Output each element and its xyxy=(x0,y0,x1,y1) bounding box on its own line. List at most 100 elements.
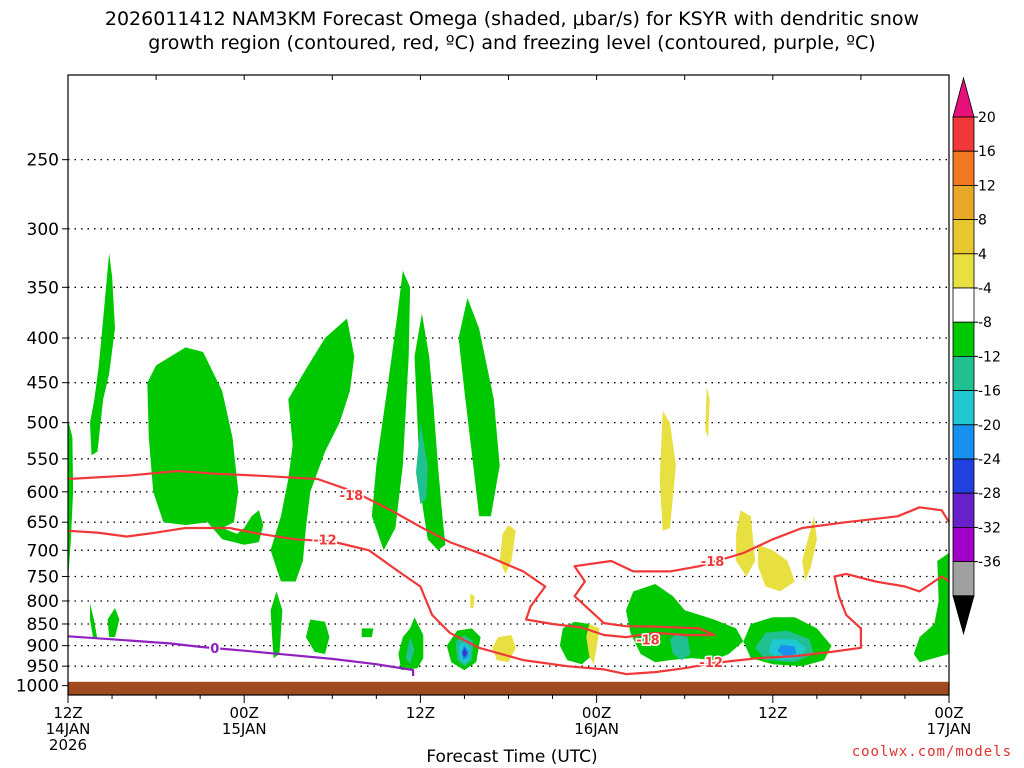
colorbar-bottom-arrow xyxy=(952,595,975,636)
colorbar-swatch-8 xyxy=(952,390,975,426)
omega-region-1 xyxy=(68,418,74,582)
omega-region-20 xyxy=(405,637,415,665)
site-credit: coolwx.com/models xyxy=(851,744,1012,760)
contour-label-1: -12 xyxy=(313,533,337,548)
colorbar-swatch-11 xyxy=(952,492,975,528)
omega-region-34 xyxy=(659,411,676,531)
temperature-contours xyxy=(67,469,950,676)
omega-region-4 xyxy=(147,347,239,528)
colorbar-swatch-13 xyxy=(952,561,975,597)
colorbar-legend: 20 16 12 8 4 -4 -8 -12 -16 -20 -24 -28 -32 -36 xyxy=(952,76,1001,636)
contour-labels: -18 -12 0 -18 -18 -12 xyxy=(209,487,726,672)
omega-region-6 xyxy=(270,318,355,582)
colorbar-swatch-0 xyxy=(952,116,975,152)
x-tick-label-0-3: 2026 xyxy=(49,736,87,754)
chart-title-line-1: 2026011412 NAM3KM Forecast Omega (shaded… xyxy=(104,8,920,30)
omega-region-8 xyxy=(305,619,330,654)
omega-region-5 xyxy=(207,510,264,545)
y-tick-label-1000: 1000 xyxy=(16,677,59,697)
omega-region-16 xyxy=(626,584,744,663)
omega-region-0 xyxy=(90,603,98,640)
x-tick-label-24-1: 12Z xyxy=(406,704,435,722)
colorbar-label-11: -28 xyxy=(978,486,1001,502)
colorbar-label-9: -20 xyxy=(978,418,1001,434)
x-tick-label-36-2: 16JAN xyxy=(574,720,619,738)
colorbar-label-3: 8 xyxy=(978,213,987,229)
omega-region-32 xyxy=(470,593,475,608)
colorbar-label-7: -12 xyxy=(978,349,1001,365)
omega-region-18 xyxy=(913,553,949,663)
colorbar-swatch-1 xyxy=(952,150,975,186)
omega-region-7 xyxy=(270,591,283,659)
omega-region-36 xyxy=(736,510,756,577)
omega-region-19 xyxy=(416,422,428,505)
colorbar-swatch-5 xyxy=(952,287,975,323)
y-tick-label-750: 750 xyxy=(27,567,59,587)
y-tick-label-350: 350 xyxy=(27,278,59,298)
x-tick-label-60-1: 00Z xyxy=(934,704,963,722)
colorbar-swatch-12 xyxy=(952,527,975,563)
colorbar-label-4: 4 xyxy=(978,247,987,263)
omega-region-37 xyxy=(758,544,795,592)
colorbar-label-6: -8 xyxy=(978,315,992,331)
x-tick-label-0-2: 14JAN xyxy=(46,720,91,738)
ground-layer xyxy=(68,681,949,695)
y-tick-label-700: 700 xyxy=(27,541,59,561)
colorbar-label-13: -36 xyxy=(978,555,1001,571)
colorbar-swatch-4 xyxy=(952,253,975,289)
contour-label-3: -18 xyxy=(701,555,725,570)
omega-region-3 xyxy=(107,608,120,638)
dgz-contour-0 xyxy=(67,469,950,639)
colorbar-swatch-3 xyxy=(952,219,975,255)
freezing-contour-0 xyxy=(67,635,415,676)
omega-region-33 xyxy=(586,624,600,665)
colorbar-swatch-7 xyxy=(952,355,975,391)
y-tick-label-250: 250 xyxy=(27,151,59,171)
omega-region-29 xyxy=(463,649,466,656)
colorbar-label-10: -24 xyxy=(978,452,1001,468)
dgz-contour-1 xyxy=(67,526,950,676)
y-tick-label-850: 850 xyxy=(27,615,59,635)
omega-region-30 xyxy=(499,525,516,574)
colorbar-top-arrow xyxy=(952,76,975,118)
y-tick-label-500: 500 xyxy=(27,414,59,434)
x-tick-label-12-2: 15JAN xyxy=(222,720,267,738)
x-tick-label-0-1: 12Z xyxy=(53,704,82,722)
y-tick-label-950: 950 xyxy=(27,657,59,677)
omega-region-27 xyxy=(777,644,797,657)
y-tick-label-550: 550 xyxy=(27,450,59,470)
y-tick-label-450: 450 xyxy=(27,374,59,394)
colorbar-label-8: -16 xyxy=(978,384,1001,400)
omega-region-10 xyxy=(371,270,411,551)
colorbar-swatch-9 xyxy=(952,424,975,460)
omega-region-38 xyxy=(802,516,817,582)
contour-label-2: 0 xyxy=(210,642,219,657)
colorbar-label-1: 16 xyxy=(978,144,996,160)
y-tick-label-650: 650 xyxy=(27,513,59,533)
y-tick-label-900: 900 xyxy=(27,637,59,657)
omega-region-22 xyxy=(670,632,691,661)
colorbar-swatch-6 xyxy=(952,321,975,357)
omega-shading xyxy=(68,253,949,671)
contour-label-5: -12 xyxy=(699,656,723,671)
y-tick-label-800: 800 xyxy=(27,592,59,612)
x-axis-title: Forecast Time (UTC) xyxy=(426,747,598,767)
colorbar-label-12: -32 xyxy=(978,520,1001,536)
colorbar-label-5: -4 xyxy=(978,281,992,297)
omega-region-35 xyxy=(705,386,710,438)
omega-region-9 xyxy=(361,628,374,638)
colorbar-swatch-10 xyxy=(952,458,975,494)
colorbar-label-2: 12 xyxy=(978,178,996,194)
x-tick-label-60-2: 17JAN xyxy=(927,720,972,738)
contour-label-4: -18 xyxy=(636,633,660,648)
chart-title-line-2: growth region (contoured, red, ºC) and f… xyxy=(148,32,876,54)
y-tick-label-600: 600 xyxy=(27,483,59,503)
y-axis: 2503003504004505005506006507007508008509… xyxy=(16,151,68,697)
omega-region-2 xyxy=(90,253,115,456)
y-tick-label-400: 400 xyxy=(27,329,59,349)
ground-band xyxy=(68,681,949,695)
omega-region-14 xyxy=(458,298,500,517)
contour-label-0: -18 xyxy=(340,489,364,504)
